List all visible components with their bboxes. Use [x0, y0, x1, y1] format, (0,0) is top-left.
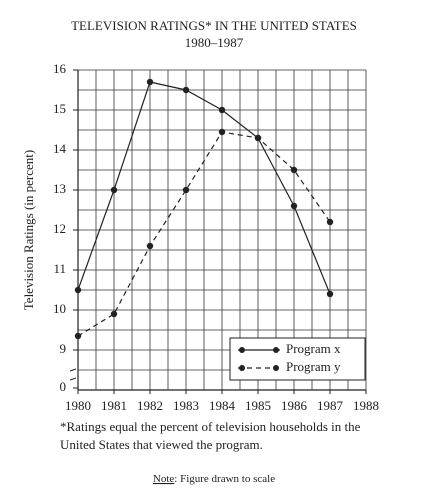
data-point: [326, 290, 334, 298]
y-tick-label: 0: [60, 379, 67, 394]
x-tick-label: 1988: [353, 398, 379, 413]
note: Note: Figure drawn to scale: [153, 473, 275, 485]
data-point: [290, 166, 298, 174]
x-tick-label: 1986: [281, 398, 308, 413]
legend-label: Program x: [286, 341, 341, 356]
x-tick-label: 1984: [209, 398, 236, 413]
data-point: [254, 134, 262, 142]
x-tick-label: 1980: [65, 398, 91, 413]
y-axis-label: Television Ratings (in percent): [21, 150, 36, 310]
x-tick-label: 1987: [317, 398, 344, 413]
data-point: [218, 128, 226, 136]
data-point: [182, 186, 190, 194]
footnote: United States that viewed the program.: [60, 437, 263, 452]
x-tick-label: 1982: [137, 398, 163, 413]
legend: Program x Program y: [229, 337, 366, 381]
legend-marker: [273, 347, 279, 353]
data-point: [110, 186, 118, 194]
data-point: [146, 242, 154, 250]
x-tick-label: 1985: [245, 398, 271, 413]
y-tick-label: 12: [53, 221, 66, 236]
legend-marker: [239, 365, 245, 371]
y-tick-label: 16: [53, 61, 67, 76]
legend-marker: [273, 365, 279, 371]
chart-subtitle: 1980–1987: [185, 35, 244, 50]
note-text: : Figure drawn to scale: [174, 473, 275, 485]
data-point: [182, 86, 190, 94]
data-point: [74, 332, 82, 340]
y-tick-label: 11: [53, 261, 66, 276]
data-point: [146, 78, 154, 86]
data-point: [218, 106, 226, 114]
y-tick-label: 9: [60, 341, 67, 356]
note-label: Note: [153, 473, 175, 485]
legend-marker: [239, 347, 245, 353]
data-point: [326, 218, 334, 226]
data-point: [74, 286, 82, 294]
axis-break: [69, 368, 77, 372]
x-tick-label: 1981: [101, 398, 127, 413]
data-point: [290, 202, 298, 210]
axis-break-gap: [71, 371, 77, 379]
legend-label: Program y: [286, 359, 341, 374]
x-tick-label: 1983: [173, 398, 199, 413]
axis-break: [69, 377, 77, 381]
y-tick-label: 10: [53, 301, 66, 316]
y-tick-label: 15: [53, 101, 66, 116]
legend-box: [229, 337, 366, 381]
data-point: [110, 310, 118, 318]
y-tick-label: 13: [53, 181, 66, 196]
series-line: [77, 81, 331, 295]
chart-title: TELEVISION RATINGS* IN THE UNITED STATES: [71, 18, 357, 33]
footnote: *Ratings equal the percent of television…: [60, 419, 361, 434]
y-tick-label: 14: [53, 141, 67, 156]
series-line: [77, 131, 331, 337]
